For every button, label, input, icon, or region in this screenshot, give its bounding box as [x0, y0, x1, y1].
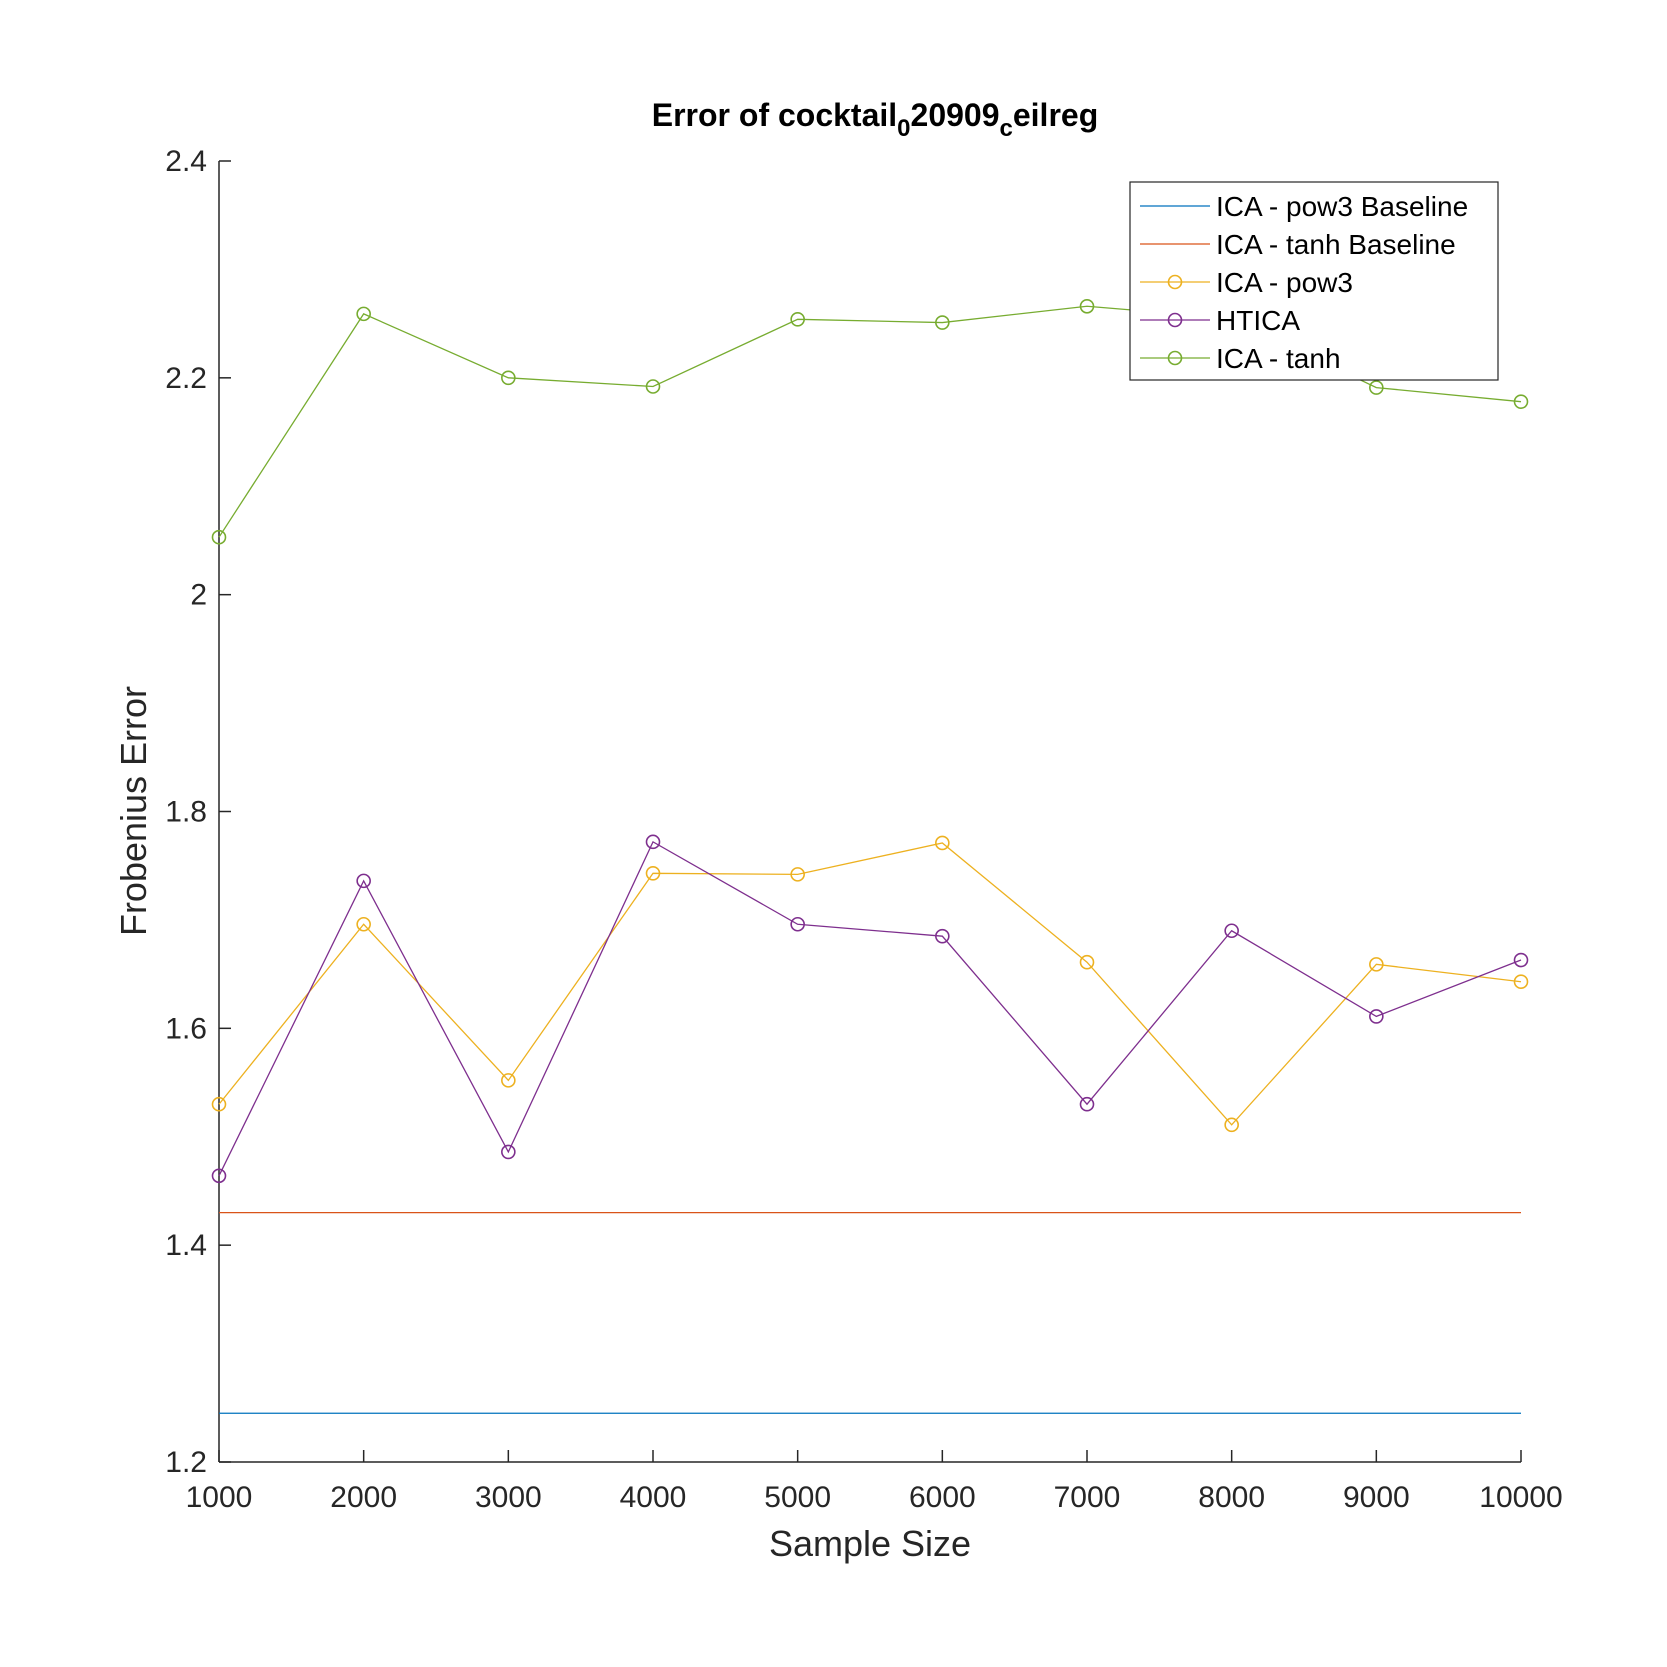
data-point [790, 916, 805, 932]
data-point [1369, 1009, 1384, 1024]
data-point [211, 529, 227, 545]
x-tick-label: 7000 [1054, 1481, 1121, 1514]
data-point [645, 865, 661, 881]
data-point [1079, 1096, 1095, 1112]
x-tick-label: 9000 [1343, 1481, 1410, 1514]
y-tick-label: 1.2 [165, 1446, 207, 1479]
legend-marker [1167, 312, 1183, 328]
data-point [1079, 954, 1095, 970]
title-sub-2: c [1000, 115, 1013, 142]
x-tick-label: 10000 [1479, 1481, 1562, 1514]
data-point [211, 1168, 227, 1184]
legend-box [1129, 181, 1499, 381]
title-end: eilreg [1013, 97, 1098, 133]
data-point [1079, 298, 1095, 314]
series-line [218, 842, 1522, 1126]
y-tick-label: 2.4 [165, 145, 207, 178]
data-point [501, 1073, 516, 1088]
chart-title: Error of cocktail020909ceilreg [652, 97, 1098, 142]
y-tick-label: 2 [190, 579, 207, 612]
data-point [1513, 952, 1529, 968]
legend-label: ICA - tanh Baseline [1216, 229, 1456, 260]
legend-item: HTICA [1140, 305, 1300, 336]
y-tick-label: 1.6 [165, 1012, 207, 1045]
data-point [1513, 974, 1529, 990]
y-tick-label: 1.4 [165, 1229, 207, 1262]
data-point [356, 873, 371, 889]
x-tick-label: 2000 [330, 1481, 397, 1514]
x-tick-label: 8000 [1198, 1481, 1265, 1514]
x-tick-label: 3000 [475, 1481, 542, 1514]
legend: ICA - pow3 Baseline ICA - tanh Baseline IC… [1129, 181, 1499, 381]
legend-item: ICA - tanh Baseline [1140, 229, 1456, 260]
series-4 [211, 834, 1529, 1184]
title-mid: 20909 [911, 97, 1000, 133]
y-axis-label: Frobenius Error [113, 686, 154, 936]
legend-marker [1167, 350, 1183, 366]
data-point [356, 916, 371, 932]
data-point [211, 1096, 227, 1112]
data-point [356, 306, 371, 322]
x-tick-label: 1000 [186, 1481, 253, 1514]
data-point [935, 835, 950, 851]
y-ticks: 1.2 1.4 1.6 1.8 2 2.2 2.4 [165, 145, 231, 1479]
legend-label: ICA - pow3 [1216, 267, 1353, 298]
data-point [1513, 394, 1529, 409]
data-point [501, 1144, 516, 1160]
legend-item: ICA - pow3 Baseline [1140, 191, 1468, 222]
data-point [935, 315, 950, 330]
data-point [790, 311, 805, 327]
data-point [645, 834, 661, 850]
legend-item: ICA - pow3 [1140, 267, 1353, 298]
data-point [1369, 380, 1384, 395]
axes: 1000 2000 3000 4000 5000 6000 7000 8000 9000 1000… [165, 145, 1562, 1514]
data-point [1224, 923, 1239, 939]
series-3 [211, 835, 1529, 1133]
series-line [218, 840, 1522, 1177]
legend-marker [1167, 274, 1183, 290]
data-point [1369, 957, 1384, 972]
data-point [645, 379, 661, 394]
title-sub-1: 0 [897, 115, 910, 142]
x-axis-label: Sample Size [769, 1523, 971, 1564]
x-tick-label: 6000 [909, 1481, 976, 1514]
legend-label: ICA - tanh [1216, 343, 1341, 374]
title-main: Error of cocktail [652, 97, 897, 133]
y-tick-label: 2.2 [165, 362, 207, 395]
legend-label: ICA - pow3 Baseline [1216, 191, 1468, 222]
data-point [1224, 1117, 1239, 1133]
x-tick-label: 5000 [764, 1481, 831, 1514]
data-point [935, 928, 950, 944]
x-ticks: 1000 2000 3000 4000 5000 6000 7000 8000 9000 1000… [186, 1450, 1563, 1514]
legend-label: HTICA [1216, 305, 1300, 336]
series-layer [211, 298, 1529, 1414]
data-point [790, 867, 805, 882]
data-point [501, 370, 516, 386]
y-tick-label: 1.8 [165, 796, 207, 829]
legend-item: ICA - tanh [1140, 343, 1341, 374]
x-tick-label: 4000 [620, 1481, 687, 1514]
